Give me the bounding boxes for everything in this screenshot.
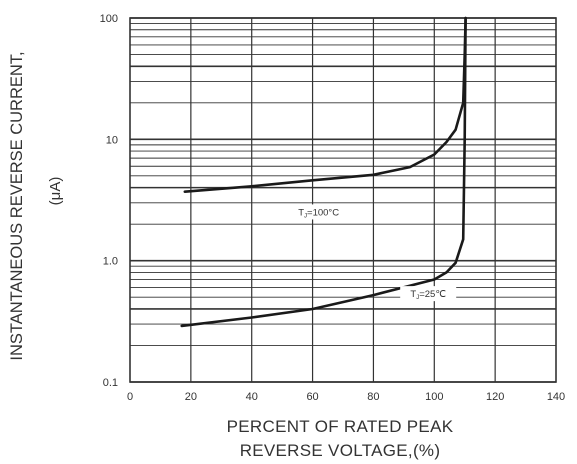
x-tick-label: 20 <box>185 391 197 403</box>
x-tick-label: 80 <box>367 391 379 403</box>
y-axis-label-line2: (μA) <box>47 177 64 206</box>
series-label-bg <box>400 286 457 302</box>
series-line-1 <box>180 16 467 328</box>
plot-border <box>129 17 557 383</box>
series-label-bg <box>283 204 354 220</box>
series-label-1: TJ=25℃ <box>400 286 457 302</box>
y-axis-label-line1: INSTANTANEOUS REVERSE CURRENT, <box>8 51 26 360</box>
x-axis-label-line2: REVERSE VOLTAGE,(%) <box>239 441 441 460</box>
x-tick-label: 120 <box>486 391 504 403</box>
x-tick-label: 40 <box>246 391 258 403</box>
x-axis-label-line1: PERCENT OF RATED PEAK <box>226 417 454 436</box>
x-tick-label: 0 <box>127 391 133 403</box>
x-tick-label: 60 <box>306 391 318 403</box>
grid-lines <box>130 17 556 383</box>
series-label-text: TJ=100°C <box>298 207 339 219</box>
series-label-0: TJ=100°C <box>283 204 354 220</box>
series-lines <box>180 16 467 328</box>
series-labels: TJ=100°C TJ=25℃ <box>283 204 457 302</box>
y-tick-label: 10 <box>106 134 118 146</box>
tick-labels: 0 20 40 60 80 100 120 140 0.1 1.0 10 100 <box>100 13 566 403</box>
y-tick-label: 0.1 <box>103 377 118 389</box>
series-label-text: TJ=25℃ <box>410 289 446 301</box>
plot-frame <box>129 17 557 383</box>
y-tick-label: 1.0 <box>103 256 118 268</box>
series-line-0 <box>183 16 467 193</box>
x-tick-label: 100 <box>425 391 443 403</box>
x-tick-label: 140 <box>547 391 565 403</box>
y-tick-label: 100 <box>100 13 118 25</box>
y-axis-label: INSTANTANEOUS REVERSE CURRENT, (μA) <box>8 51 64 360</box>
